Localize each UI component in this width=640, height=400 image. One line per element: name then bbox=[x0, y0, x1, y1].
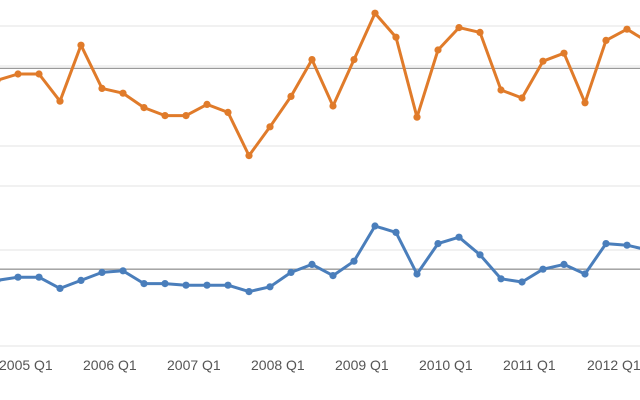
panel-0-point-4 bbox=[77, 41, 85, 49]
panel-1-point-11 bbox=[224, 281, 232, 289]
panel-0-point-7 bbox=[140, 104, 148, 112]
x-tick-label-1: 2006 Q1 bbox=[83, 357, 137, 373]
panel-1-point-4 bbox=[77, 276, 85, 284]
panel-0-point-22 bbox=[455, 24, 463, 32]
panel-0-series-line bbox=[0, 11, 640, 158]
panel-0-point-17 bbox=[350, 56, 358, 64]
panel-1-point-16 bbox=[329, 272, 337, 280]
panel-0-point-25 bbox=[518, 94, 526, 102]
panel-1-point-6 bbox=[119, 267, 127, 275]
panel-1-point-27 bbox=[560, 260, 568, 268]
panel-0-point-5 bbox=[98, 84, 106, 92]
panel-0-point-16 bbox=[329, 102, 337, 110]
x-tick-label-2: 2007 Q1 bbox=[167, 357, 221, 373]
panel-1-point-30 bbox=[623, 241, 631, 249]
x-tick-label-0: 2005 Q1 bbox=[0, 357, 53, 373]
panel-1-point-2 bbox=[35, 273, 43, 281]
panel-0-point-2 bbox=[35, 70, 43, 78]
panel-0-point-15 bbox=[308, 56, 316, 64]
panel-1-point-28 bbox=[581, 270, 589, 278]
panel-1-point-25 bbox=[518, 278, 526, 286]
panel-1-point-14 bbox=[287, 268, 295, 276]
panel-1-point-8 bbox=[161, 280, 169, 288]
panel-1-point-9 bbox=[182, 281, 190, 289]
panel-1-point-15 bbox=[308, 260, 316, 268]
panel-0-point-13 bbox=[266, 123, 274, 131]
panel-0-point-14 bbox=[287, 92, 295, 100]
panel-0-point-24 bbox=[497, 86, 505, 94]
panel-0-point-21 bbox=[434, 46, 442, 54]
panel-0-point-8 bbox=[161, 112, 169, 120]
x-tick-label-4: 2009 Q1 bbox=[335, 357, 389, 373]
panel-1-point-26 bbox=[539, 265, 547, 273]
panel-0-point-1 bbox=[14, 70, 22, 78]
panel-0-point-28 bbox=[581, 99, 589, 107]
panel-0-point-10 bbox=[203, 100, 211, 108]
panel-1-point-7 bbox=[140, 280, 148, 288]
panel-0-point-18 bbox=[371, 9, 379, 17]
panel-0-point-29 bbox=[602, 36, 610, 45]
panel-1-point-19 bbox=[392, 228, 400, 236]
x-tick-label-5: 2010 Q1 bbox=[419, 357, 473, 373]
panel-0-point-3 bbox=[56, 97, 64, 105]
panel-0-point-20 bbox=[413, 113, 421, 121]
panel-0-point-27 bbox=[560, 49, 568, 57]
x-tick-label-7: 2012 Q1 bbox=[587, 357, 640, 373]
panel-0-point-12 bbox=[245, 152, 253, 160]
panel-0-point-9 bbox=[182, 112, 190, 120]
panel-1-point-29 bbox=[602, 240, 610, 248]
panel-0-point-19 bbox=[392, 33, 400, 41]
panel-0-point-6 bbox=[119, 89, 127, 97]
panel-1-point-10 bbox=[203, 281, 211, 289]
x-tick-label-6: 2011 Q1 bbox=[503, 357, 556, 373]
panel-0-point-11 bbox=[224, 108, 232, 116]
panel-1-point-12 bbox=[245, 288, 253, 296]
panel-1-point-22 bbox=[455, 233, 463, 241]
panel-1-point-24 bbox=[497, 275, 505, 283]
panel-1-point-17 bbox=[350, 257, 358, 265]
panel-1-point-5 bbox=[98, 268, 106, 276]
panel-1-point-13 bbox=[266, 283, 274, 291]
panel-0-point-23 bbox=[476, 28, 484, 36]
panel-1-point-23 bbox=[476, 251, 484, 259]
panel-1-point-18 bbox=[371, 222, 379, 230]
x-tick-label-3: 2008 Q1 bbox=[251, 357, 305, 373]
panel-1-point-3 bbox=[56, 284, 64, 292]
panel-1-series-line bbox=[0, 224, 640, 294]
panel-1-point-0 bbox=[0, 278, 1, 283]
panel-1-point-21 bbox=[434, 240, 442, 248]
panel-0-point-0 bbox=[0, 78, 1, 83]
panel-1-point-20 bbox=[413, 270, 421, 278]
panel-0-point-26 bbox=[539, 57, 547, 65]
panel-0-point-30 bbox=[623, 25, 631, 33]
panel-1-point-1 bbox=[14, 273, 22, 281]
